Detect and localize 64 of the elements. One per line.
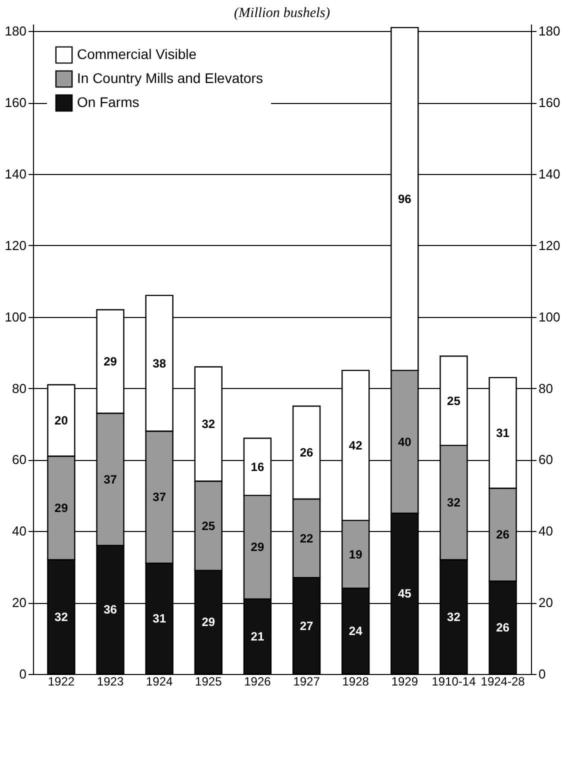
data-label: 29 <box>250 540 264 554</box>
data-label: 38 <box>152 356 166 370</box>
x-tick-label: 1927 <box>293 674 320 688</box>
x-tick-label: 1924-28 <box>480 674 526 688</box>
y2-tick-label: 80 <box>538 380 553 396</box>
x-tick-label: 1925 <box>195 674 222 688</box>
data-label: 26 <box>300 446 314 460</box>
data-label: 29 <box>202 615 216 630</box>
data-label: 27 <box>300 618 314 633</box>
y2-tick-label: 100 <box>538 309 560 324</box>
y-tick-label: 20 <box>12 595 26 610</box>
x-tick-label: 1922 <box>48 674 75 688</box>
y-tick-label: 100 <box>4 309 26 324</box>
chart-title: (Million bushels) <box>234 6 330 21</box>
data-label: 37 <box>152 490 166 504</box>
data-label: 16 <box>250 460 264 474</box>
data-label: 19 <box>348 547 363 562</box>
x-tick-label: 1928 <box>342 674 370 688</box>
y2-tick-label: 140 <box>538 166 560 182</box>
y-tick-label: 120 <box>4 238 26 253</box>
x-tick-label: 1929 <box>391 674 418 688</box>
data-label: 31 <box>152 612 166 626</box>
data-label: 32 <box>447 610 461 624</box>
y2-tick-label: 120 <box>538 238 560 253</box>
y2-tick-label: 40 <box>538 524 553 539</box>
y-tick-label: 140 <box>4 166 26 182</box>
x-tick-label: 1924 <box>146 674 174 688</box>
data-label: 26 <box>496 620 510 635</box>
data-label: 29 <box>104 354 118 368</box>
data-label: 26 <box>496 528 510 542</box>
legend-label: On Farms <box>77 94 140 110</box>
data-label: 22 <box>300 531 314 546</box>
data-label: 40 <box>398 434 412 449</box>
y2-tick-label: 60 <box>538 452 553 468</box>
x-tick-label: 1926 <box>244 674 272 688</box>
y-tick-label: 0 <box>19 666 26 682</box>
data-label: 20 <box>54 413 68 428</box>
data-label: 36 <box>104 602 118 617</box>
y-tick-label: 180 <box>4 24 26 39</box>
y-tick-label: 40 <box>12 524 26 539</box>
y2-tick-label: 0 <box>538 666 546 682</box>
x-tick-label: 1923 <box>96 674 124 688</box>
data-label: 24 <box>348 624 363 638</box>
data-label: 42 <box>348 438 363 452</box>
data-label: 25 <box>447 394 461 408</box>
data-label: 32 <box>202 417 216 431</box>
x-tick-label: 1910-14 <box>432 674 476 688</box>
data-label: 45 <box>398 586 412 601</box>
y2-tick-label: 160 <box>538 95 560 110</box>
y2-tick-label: 20 <box>538 595 553 610</box>
legend-label: Commercial Visible <box>77 46 197 62</box>
y-tick-label: 60 <box>12 452 26 468</box>
data-label: 96 <box>398 192 412 206</box>
data-label: 37 <box>104 472 118 486</box>
y2-tick-label: 180 <box>538 24 560 39</box>
data-label: 21 <box>250 630 264 644</box>
data-label: 31 <box>496 426 510 440</box>
data-label: 32 <box>54 610 68 624</box>
legend-label: In Country Mills and Elevators <box>77 70 263 86</box>
y-tick-label: 80 <box>12 380 26 396</box>
data-label: 29 <box>54 500 68 515</box>
data-label: 32 <box>447 496 461 510</box>
data-label: 25 <box>202 518 216 533</box>
y-tick-label: 160 <box>4 95 26 110</box>
